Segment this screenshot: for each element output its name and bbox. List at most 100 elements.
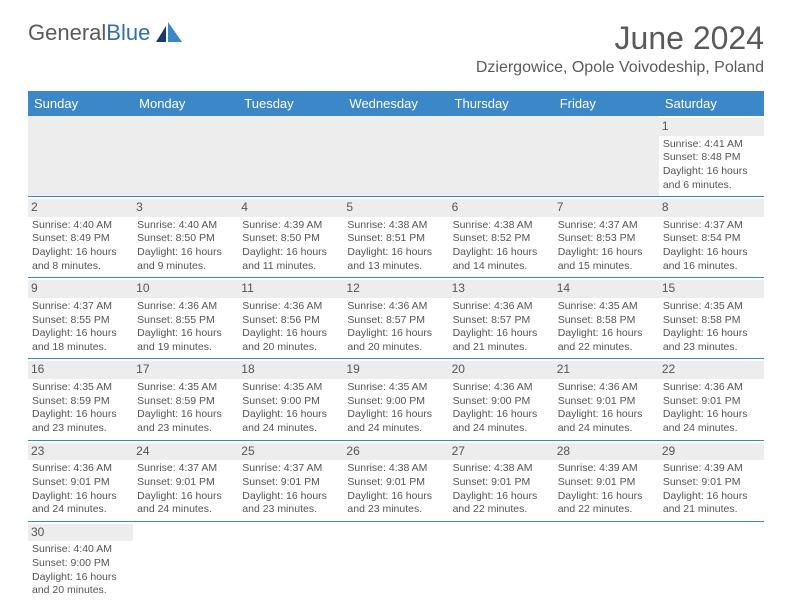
daylight-text: and 24 minutes. — [242, 422, 339, 436]
calendar-cell — [554, 116, 659, 197]
sunset-text: Sunset: 9:00 PM — [32, 557, 129, 571]
calendar-cell: 30Sunrise: 4:40 AMSunset: 9:00 PMDayligh… — [28, 521, 133, 602]
daylight-text: and 14 minutes. — [453, 260, 550, 274]
sunset-text: Sunset: 8:48 PM — [663, 151, 760, 165]
day-number: 16 — [28, 361, 133, 379]
sunset-text: Sunset: 8:59 PM — [32, 395, 129, 409]
sunset-text: Sunset: 8:52 PM — [453, 232, 550, 246]
day-number: 30 — [28, 524, 133, 542]
day-number: 7 — [554, 199, 659, 217]
sunrise-text: Sunrise: 4:38 AM — [453, 462, 550, 476]
sunrise-text: Sunrise: 4:37 AM — [32, 300, 129, 314]
calendar-row: 16Sunrise: 4:35 AMSunset: 8:59 PMDayligh… — [28, 359, 764, 440]
daylight-text: and 23 minutes. — [663, 341, 760, 355]
daylight-text: and 13 minutes. — [347, 260, 444, 274]
daylight-text: and 24 minutes. — [663, 422, 760, 436]
daylight-text: Daylight: 16 hours — [663, 327, 760, 341]
calendar-cell: 17Sunrise: 4:35 AMSunset: 8:59 PMDayligh… — [133, 359, 238, 440]
day-number: 14 — [554, 280, 659, 298]
calendar-cell: 25Sunrise: 4:37 AMSunset: 9:01 PMDayligh… — [238, 440, 343, 521]
daylight-text: Daylight: 16 hours — [32, 408, 129, 422]
calendar-cell — [238, 116, 343, 197]
sunset-text: Sunset: 9:01 PM — [663, 395, 760, 409]
daylight-text: and 22 minutes. — [453, 503, 550, 517]
sunrise-text: Sunrise: 4:36 AM — [453, 381, 550, 395]
sunset-text: Sunset: 9:01 PM — [558, 395, 655, 409]
sunset-text: Sunset: 8:55 PM — [32, 314, 129, 328]
sunrise-text: Sunrise: 4:40 AM — [137, 219, 234, 233]
sunrise-text: Sunrise: 4:36 AM — [137, 300, 234, 314]
daylight-text: and 22 minutes. — [558, 503, 655, 517]
calendar-cell: 15 Sunrise: 4:35 AMSunset: 8:58 PMDayligh… — [659, 278, 764, 359]
day-number: 22 — [659, 361, 764, 379]
daylight-text: and 24 minutes. — [558, 422, 655, 436]
day-number: 18 — [238, 361, 343, 379]
sunrise-text: Sunrise: 4:39 AM — [558, 462, 655, 476]
calendar-header-row: SundayMondayTuesdayWednesdayThursdayFrid… — [28, 91, 764, 116]
calendar-cell: 12Sunrise: 4:36 AMSunset: 8:57 PMDayligh… — [343, 278, 448, 359]
daylight-text: Daylight: 16 hours — [32, 571, 129, 585]
calendar-row: 1Sunrise: 4:41 AMSunset: 8:48 PMDaylight… — [28, 116, 764, 197]
daylight-text: and 19 minutes. — [137, 341, 234, 355]
sunset-text: Sunset: 8:58 PM — [663, 314, 760, 328]
daylight-text: Daylight: 16 hours — [242, 327, 339, 341]
daylight-text: and 21 minutes. — [663, 503, 760, 517]
daylight-text: Daylight: 16 hours — [558, 490, 655, 504]
weekday-header: Saturday — [659, 91, 764, 116]
sunrise-text: Sunrise: 4:37 AM — [242, 462, 339, 476]
day-number: 25 — [238, 443, 343, 461]
calendar-cell: 23Sunrise: 4:36 AMSunset: 9:01 PMDayligh… — [28, 440, 133, 521]
calendar-cell: 18Sunrise: 4:35 AMSunset: 9:00 PMDayligh… — [238, 359, 343, 440]
day-number: 1 — [659, 118, 764, 136]
sunrise-text: Sunrise: 4:35 AM — [32, 381, 129, 395]
calendar-cell: 7Sunrise: 4:37 AMSunset: 8:53 PMDaylight… — [554, 197, 659, 278]
calendar-cell: 8Sunrise: 4:37 AMSunset: 8:54 PMDaylight… — [659, 197, 764, 278]
daylight-text: Daylight: 16 hours — [453, 490, 550, 504]
sunrise-text: Sunrise: 4:37 AM — [663, 219, 760, 233]
calendar-cell: 28Sunrise: 4:39 AMSunset: 9:01 PMDayligh… — [554, 440, 659, 521]
calendar-cell — [133, 521, 238, 602]
day-number: 28 — [554, 443, 659, 461]
daylight-text: Daylight: 16 hours — [137, 327, 234, 341]
calendar-row: 30Sunrise: 4:40 AMSunset: 9:00 PMDayligh… — [28, 521, 764, 602]
page-title: June 2024 — [476, 20, 764, 57]
sunrise-text: Sunrise: 4:35 AM — [663, 300, 760, 314]
sunset-text: Sunset: 9:01 PM — [347, 476, 444, 490]
calendar-cell: 27Sunrise: 4:38 AMSunset: 9:01 PMDayligh… — [449, 440, 554, 521]
sunset-text: Sunset: 8:57 PM — [453, 314, 550, 328]
sunrise-text: Sunrise: 4:35 AM — [137, 381, 234, 395]
day-number: 20 — [449, 361, 554, 379]
sunset-text: Sunset: 9:00 PM — [242, 395, 339, 409]
calendar-cell — [449, 116, 554, 197]
header: GeneralBlue June 2024 Dziergowice, Opole… — [0, 0, 792, 85]
daylight-text: Daylight: 16 hours — [242, 246, 339, 260]
daylight-text: Daylight: 16 hours — [347, 490, 444, 504]
calendar-table: SundayMondayTuesdayWednesdayThursdayFrid… — [28, 91, 764, 602]
day-number: 4 — [238, 199, 343, 217]
day-number: 3 — [133, 199, 238, 217]
day-number: 27 — [449, 443, 554, 461]
daylight-text: and 20 minutes. — [347, 341, 444, 355]
sunrise-text: Sunrise: 4:40 AM — [32, 543, 129, 557]
sunset-text: Sunset: 9:00 PM — [453, 395, 550, 409]
sunset-text: Sunset: 8:55 PM — [137, 314, 234, 328]
daylight-text: Daylight: 16 hours — [347, 408, 444, 422]
day-number: 29 — [659, 443, 764, 461]
daylight-text: and 23 minutes. — [137, 422, 234, 436]
logo-text-general: General — [28, 20, 106, 46]
day-number: 13 — [449, 280, 554, 298]
daylight-text: Daylight: 16 hours — [347, 246, 444, 260]
daylight-text: Daylight: 16 hours — [663, 165, 760, 179]
daylight-text: and 24 minutes. — [32, 503, 129, 517]
daylight-text: Daylight: 16 hours — [453, 246, 550, 260]
sunrise-text: Sunrise: 4:38 AM — [453, 219, 550, 233]
weekday-header: Monday — [133, 91, 238, 116]
sunset-text: Sunset: 8:58 PM — [558, 314, 655, 328]
sunrise-text: Sunrise: 4:36 AM — [32, 462, 129, 476]
day-number: 15 — [659, 280, 764, 298]
daylight-text: and 8 minutes. — [32, 260, 129, 274]
daylight-text: Daylight: 16 hours — [663, 408, 760, 422]
daylight-text: Daylight: 16 hours — [32, 490, 129, 504]
sunrise-text: Sunrise: 4:36 AM — [663, 381, 760, 395]
daylight-text: and 23 minutes. — [242, 503, 339, 517]
